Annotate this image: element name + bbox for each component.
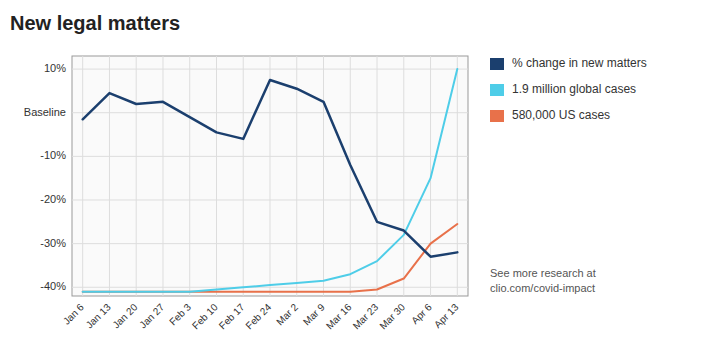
legend-swatch (490, 110, 504, 122)
annotation: See more research atclio.com/covid-impac… (490, 267, 596, 294)
x-tick-label: Feb 17 (217, 301, 247, 331)
x-grid-line (270, 56, 271, 296)
x-grid-line (403, 56, 404, 296)
legend-label: % change in new matters (512, 56, 647, 70)
legend-label: 1.9 million global cases (512, 82, 636, 96)
x-tick-label: Mar 23 (351, 301, 381, 331)
y-tick-label: 10% (44, 62, 66, 74)
x-tick-label: Mar 30 (377, 301, 407, 331)
x-grid-line (243, 56, 244, 296)
x-grid-line (457, 56, 458, 296)
y-tick-label: -30% (40, 237, 66, 249)
grid (72, 56, 468, 296)
x-grid-line (136, 56, 137, 296)
x-tick-label: Jan 13 (84, 301, 113, 330)
x-tick-label: Mar 16 (324, 301, 354, 331)
x-tick-label: Apr 13 (432, 301, 461, 330)
series-group (83, 69, 458, 292)
y-tick-label: -10% (40, 149, 66, 161)
plot-frame (72, 56, 468, 296)
legend-label: 580,000 US cases (512, 108, 610, 122)
legend: % change in new matters 1.9 million globa… (490, 56, 647, 122)
x-grid-line (296, 56, 297, 296)
legend-swatch (490, 58, 504, 70)
x-grid-line (162, 56, 163, 296)
x-grid-line (216, 56, 217, 296)
x-grid-line (350, 56, 351, 296)
x-grid-line (189, 56, 190, 296)
x-tick-label: Feb 10 (190, 301, 220, 331)
chart-container: New legal matters 10% Baseline -10% -20% -30%… (0, 0, 721, 361)
x-tick-label: Feb 24 (243, 301, 273, 331)
x-tick-label: Jan 20 (110, 301, 139, 330)
y-tick-label: -40% (40, 280, 66, 292)
x-tick-label: Apr 6 (409, 301, 434, 326)
legend-swatch (490, 84, 504, 96)
x-tick-label: Mar 2 (274, 301, 300, 327)
y-tick-label: -20% (40, 193, 66, 205)
title: New legal matters (10, 12, 180, 34)
series-line (83, 80, 458, 257)
y-tick-label: Baseline (24, 106, 66, 118)
series-line (83, 224, 458, 292)
x-grid-line (82, 56, 83, 296)
x-tick-label: Jan 27 (137, 301, 166, 330)
x-grid-line (323, 56, 324, 296)
chart-svg: New legal matters 10% Baseline -10% -20% -30%… (0, 0, 721, 361)
series-line (83, 69, 458, 292)
